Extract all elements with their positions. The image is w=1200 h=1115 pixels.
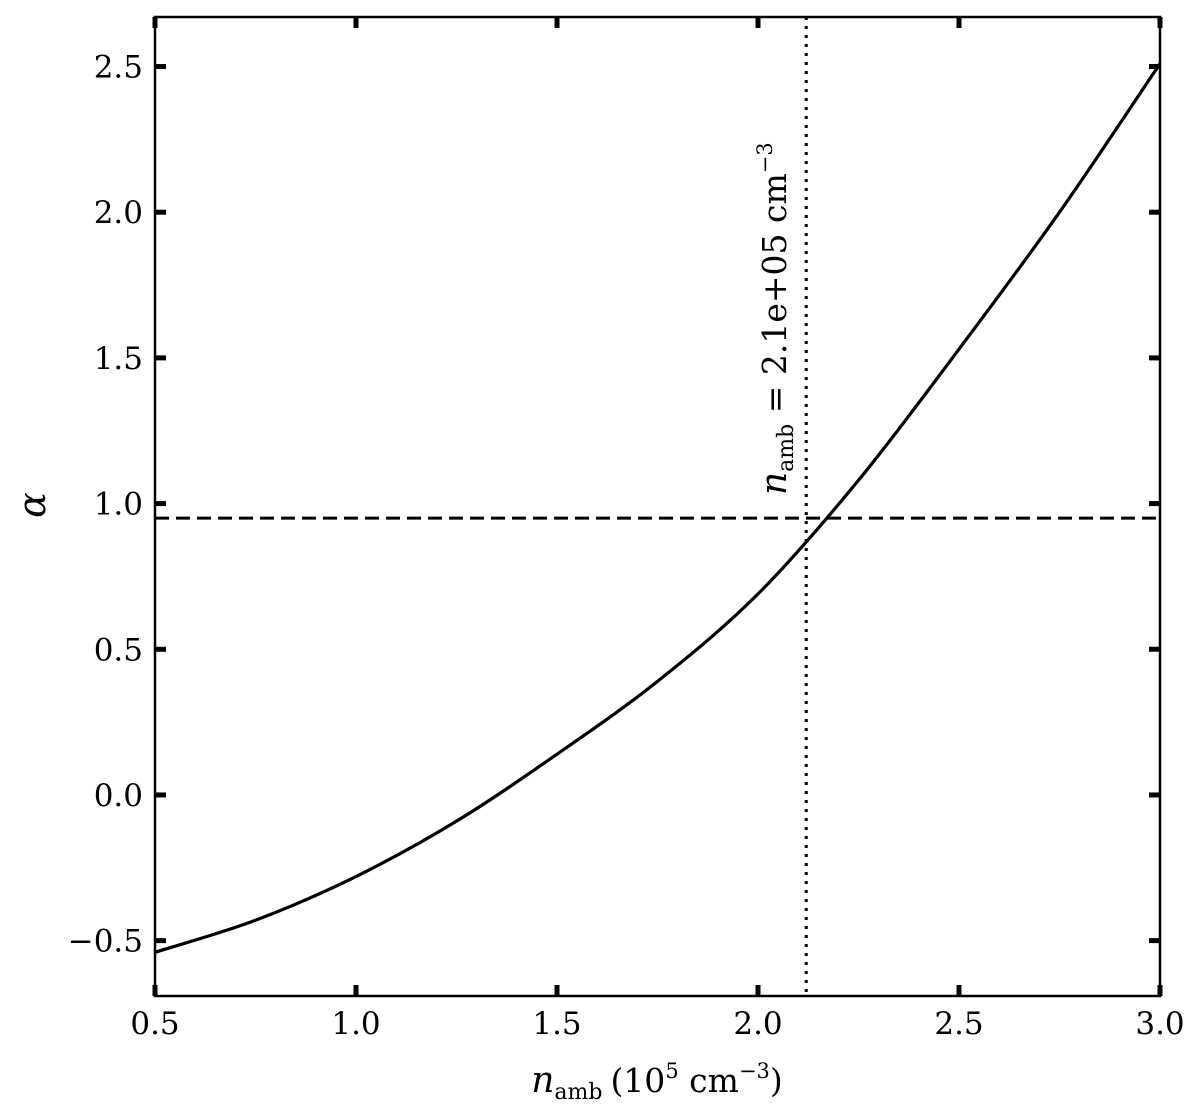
y-tick-label: 1.0 [94, 487, 143, 523]
x-tick-label: 1.5 [532, 1006, 581, 1042]
series-line [155, 62, 1160, 954]
y-tick-label: 2.0 [94, 195, 143, 231]
x-tick-label: 1.0 [331, 1006, 380, 1042]
y-tick-label: 2.5 [94, 50, 143, 86]
y-tick-label: 0.5 [94, 632, 143, 668]
plot-frame [153, 15, 1162, 998]
x-tick-label: 2.0 [733, 1006, 782, 1042]
x-tick-label: 2.5 [934, 1006, 983, 1042]
plot-layer: 0.5 1.0 1.5 2.0 2.5 3.0 −0.5 0.0 0.5 1.0 1.5 2.0 2.5 [68, 15, 1185, 1042]
x-axis-label: namb (105 cm−3) [531, 1059, 783, 1105]
y-tick-label: 1.5 [94, 341, 143, 377]
y-tick-label: 0.0 [94, 778, 143, 814]
y-axis-label: α [10, 492, 54, 518]
x-tick-label: 3.0 [1135, 1006, 1184, 1042]
threshold-annotation: namb = 2.1e+05 cm−3 [753, 142, 799, 495]
svg-text:α: α [10, 492, 54, 518]
y-tick-label: −0.5 [68, 924, 143, 960]
x-tick-label: 0.5 [130, 1006, 179, 1042]
